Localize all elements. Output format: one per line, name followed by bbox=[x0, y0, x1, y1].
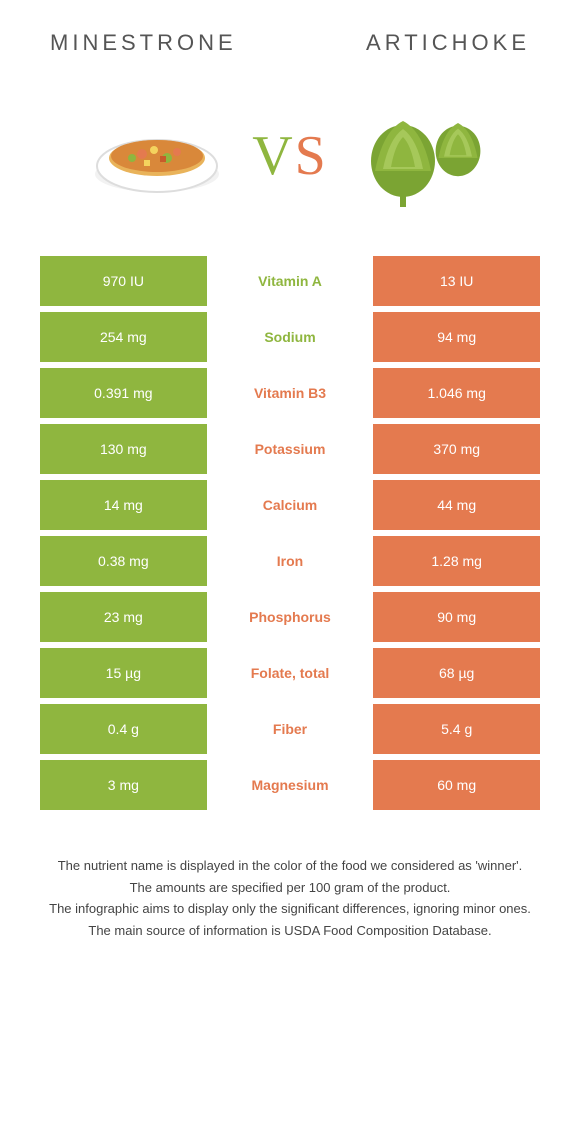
right-value-cell: 1.046 mg bbox=[373, 368, 540, 418]
nutrient-name-cell: Fiber bbox=[207, 704, 374, 754]
right-food-title: ARTICHOKE bbox=[366, 30, 530, 56]
right-value-cell: 44 mg bbox=[373, 480, 540, 530]
table-row: 14 mgCalcium44 mg bbox=[40, 480, 540, 530]
footnote-line: The amounts are specified per 100 gram o… bbox=[40, 878, 540, 898]
left-value-cell: 254 mg bbox=[40, 312, 207, 362]
nutrient-name-cell: Magnesium bbox=[207, 760, 374, 810]
table-row: 3 mgMagnesium60 mg bbox=[40, 760, 540, 810]
left-value-cell: 0.38 mg bbox=[40, 536, 207, 586]
left-value-cell: 3 mg bbox=[40, 760, 207, 810]
artichoke-icon bbox=[348, 96, 498, 216]
left-value-cell: 0.4 g bbox=[40, 704, 207, 754]
right-value-cell: 1.28 mg bbox=[373, 536, 540, 586]
footnote-line: The nutrient name is displayed in the co… bbox=[40, 856, 540, 876]
right-value-cell: 68 µg bbox=[373, 648, 540, 698]
nutrient-name-cell: Vitamin A bbox=[207, 256, 374, 306]
table-row: 970 IUVitamin A13 IU bbox=[40, 256, 540, 306]
vs-row: VS bbox=[0, 66, 580, 256]
right-value-cell: 13 IU bbox=[373, 256, 540, 306]
nutrition-table: 970 IUVitamin A13 IU 254 mgSodium94 mg 0.3… bbox=[0, 256, 580, 810]
left-value-cell: 23 mg bbox=[40, 592, 207, 642]
left-value-cell: 970 IU bbox=[40, 256, 207, 306]
table-row: 15 µgFolate, total68 µg bbox=[40, 648, 540, 698]
table-row: 254 mgSodium94 mg bbox=[40, 312, 540, 362]
nutrient-name-cell: Phosphorus bbox=[207, 592, 374, 642]
vs-letter-s: S bbox=[295, 125, 328, 187]
nutrient-name-cell: Sodium bbox=[207, 312, 374, 362]
left-value-cell: 15 µg bbox=[40, 648, 207, 698]
footnote-line: The main source of information is USDA F… bbox=[40, 921, 540, 941]
minestrone-icon bbox=[82, 96, 232, 216]
left-food-title: MINESTRONE bbox=[50, 30, 237, 56]
nutrient-name-cell: Iron bbox=[207, 536, 374, 586]
table-row: 0.38 mgIron1.28 mg bbox=[40, 536, 540, 586]
right-food-image bbox=[348, 96, 498, 216]
nutrient-name-cell: Folate, total bbox=[207, 648, 374, 698]
right-value-cell: 60 mg bbox=[373, 760, 540, 810]
footnotes: The nutrient name is displayed in the co… bbox=[0, 816, 580, 972]
left-food-image bbox=[82, 96, 232, 216]
footnote-line: The infographic aims to display only the… bbox=[40, 899, 540, 919]
left-value-cell: 130 mg bbox=[40, 424, 207, 474]
right-value-cell: 90 mg bbox=[373, 592, 540, 642]
right-value-cell: 5.4 g bbox=[373, 704, 540, 754]
nutrient-name-cell: Potassium bbox=[207, 424, 374, 474]
nutrient-name-cell: Vitamin B3 bbox=[207, 368, 374, 418]
nutrient-name-cell: Calcium bbox=[207, 480, 374, 530]
table-row: 0.391 mgVitamin B31.046 mg bbox=[40, 368, 540, 418]
right-value-cell: 370 mg bbox=[373, 424, 540, 474]
vs-label: VS bbox=[252, 124, 328, 188]
table-row: 130 mgPotassium370 mg bbox=[40, 424, 540, 474]
left-value-cell: 14 mg bbox=[40, 480, 207, 530]
table-row: 23 mgPhosphorus90 mg bbox=[40, 592, 540, 642]
table-row: 0.4 gFiber5.4 g bbox=[40, 704, 540, 754]
right-value-cell: 94 mg bbox=[373, 312, 540, 362]
vs-letter-v: V bbox=[252, 125, 294, 187]
header-titles: MINESTRONE ARTICHOKE bbox=[0, 0, 580, 66]
left-value-cell: 0.391 mg bbox=[40, 368, 207, 418]
